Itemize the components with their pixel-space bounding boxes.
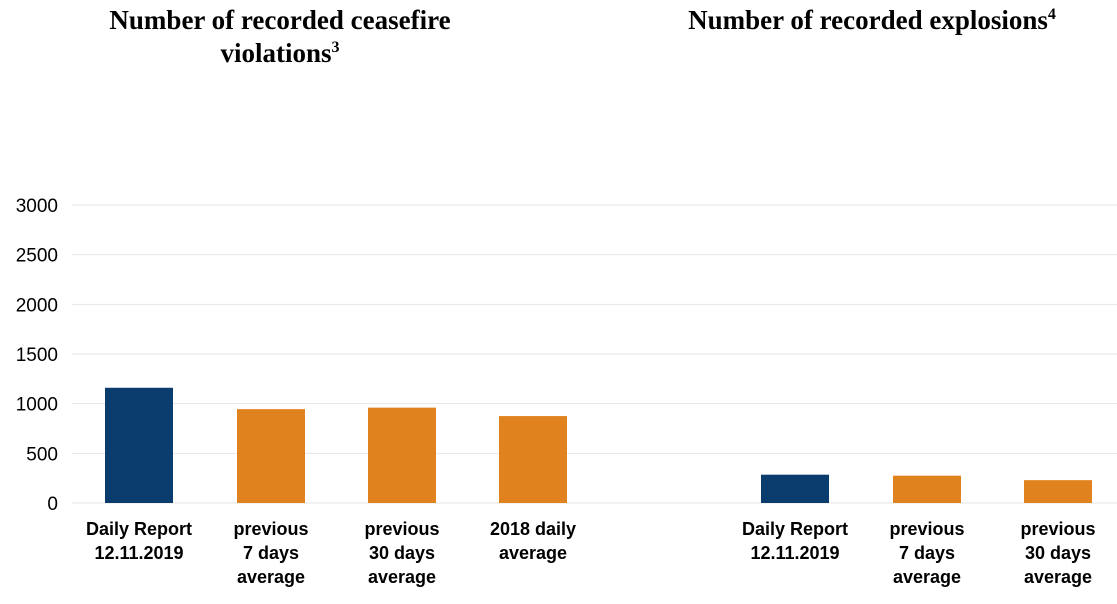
title-text: Number of recorded explosions <box>688 5 1048 35</box>
bar <box>1024 480 1092 503</box>
category-label: previous 7 days average <box>233 519 308 587</box>
y-tick-label: 1500 <box>16 345 58 366</box>
category-label-line: 30 days <box>369 543 435 563</box>
category-label: Daily Report 12.11.2019 <box>86 519 192 563</box>
category-label-line: average <box>499 543 567 563</box>
category-label: 2018 daily average <box>490 519 576 563</box>
category-label-line: previous <box>364 519 439 539</box>
y-tick-label: 500 <box>26 444 58 465</box>
chart-title-explosions: Number of recorded explosions4 <box>662 4 1082 37</box>
category-label: previous 30 days average <box>1020 519 1095 587</box>
y-tick-label: 3000 <box>16 196 58 217</box>
footnote-marker: 3 <box>331 39 340 56</box>
chart-title-ceasefire-violations: Number of recorded ceasefire violations3 <box>70 4 490 70</box>
bar <box>893 475 961 503</box>
y-tick-label: 2000 <box>16 295 58 316</box>
y-axis: 0 500 1000 1500 2000 2500 3000 <box>16 196 58 515</box>
category-label-line: 7 days <box>899 543 955 563</box>
footnote-marker: 4 <box>1047 6 1056 23</box>
bar <box>105 387 173 503</box>
category-label-line: average <box>237 567 305 587</box>
category-label: previous 7 days average <box>889 519 964 587</box>
bar <box>368 407 436 503</box>
category-label-line: average <box>893 567 961 587</box>
category-label-line: Daily Report <box>742 519 848 539</box>
category-label-line: 12.11.2019 <box>750 543 839 563</box>
category-label-line: previous <box>1020 519 1095 539</box>
gridlines <box>72 204 1117 504</box>
category-label-line: average <box>368 567 436 587</box>
category-label-line: average <box>1024 567 1092 587</box>
category-label-line: 30 days <box>1025 543 1091 563</box>
category-label-line: Daily Report <box>86 519 192 539</box>
category-label-line: 7 days <box>243 543 299 563</box>
bars <box>105 387 1092 503</box>
bar <box>499 416 567 503</box>
category-label-line: previous <box>889 519 964 539</box>
category-label: previous 30 days average <box>364 519 439 587</box>
y-tick-label: 2500 <box>16 246 58 267</box>
category-label: Daily Report 12.11.2019 <box>742 519 848 563</box>
category-label-line: 2018 daily <box>490 519 576 539</box>
bar <box>761 474 829 503</box>
bar <box>237 409 305 503</box>
category-labels: Daily Report 12.11.2019 previous 7 days aver… <box>86 519 1096 587</box>
title-text: Number of recorded ceasefire violations <box>109 5 451 68</box>
category-label-line: previous <box>233 519 308 539</box>
y-tick-label: 0 <box>47 494 58 515</box>
category-label-line: 12.11.2019 <box>94 543 183 563</box>
y-tick-label: 1000 <box>16 395 58 416</box>
